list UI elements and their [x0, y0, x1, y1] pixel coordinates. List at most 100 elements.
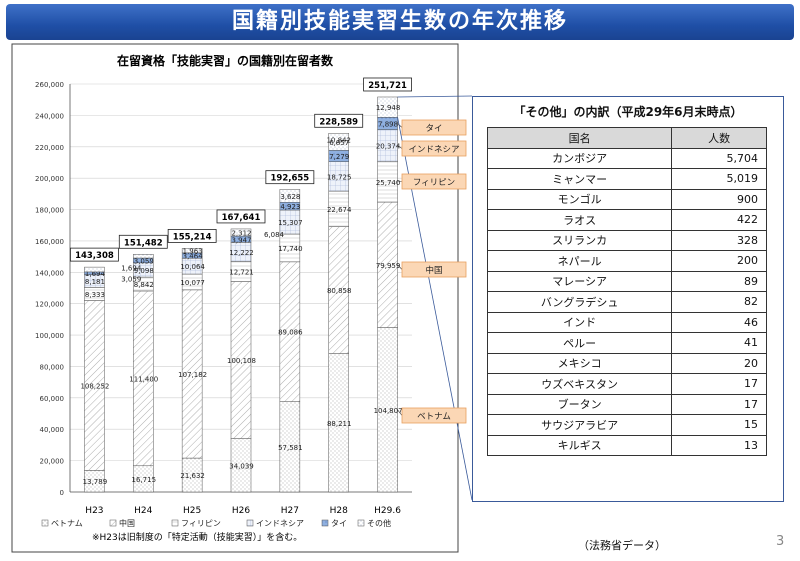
- bar-segment: [181, 248, 203, 254]
- data-label: 8,842: [134, 281, 154, 289]
- x-tick-label: H24: [134, 506, 152, 516]
- legend-swatch: [41, 519, 49, 527]
- count-cell: 17: [671, 373, 767, 395]
- total-label-box: [70, 247, 119, 262]
- y-tick-label: 100,000: [35, 332, 64, 340]
- data-label: 80,858: [327, 287, 352, 295]
- data-label: 1,694: [85, 270, 106, 278]
- y-tick-label: 0: [60, 489, 64, 497]
- y-tick-label: 260,000: [35, 81, 64, 89]
- table-row: ペルー 41: [486, 332, 767, 354]
- series-callout-box: [401, 173, 467, 190]
- page-number: 3: [776, 534, 785, 549]
- data-label: 12,948: [376, 104, 401, 112]
- country-cell: マレーシア: [486, 270, 673, 292]
- data-label: 10,077: [180, 279, 205, 287]
- count-cell: 900: [671, 188, 767, 210]
- data-label: 100,108: [227, 357, 256, 365]
- legend-label: フィリピン: [181, 519, 221, 528]
- series-callout-box: [401, 119, 467, 136]
- legend-label: タイ: [331, 519, 347, 528]
- data-label: 15,307: [278, 219, 303, 227]
- country-cell: ブータン: [486, 393, 673, 415]
- count-cell: 328: [671, 229, 767, 251]
- table-row: ミャンマー 5,019: [486, 168, 767, 190]
- legend-swatch: [171, 519, 179, 527]
- data-label: 3,628: [280, 193, 300, 201]
- data-label: 12,721: [229, 269, 254, 277]
- callout-line: [397, 409, 403, 416]
- data-label: 3,464: [183, 253, 204, 261]
- series-callout-label: 中国: [425, 265, 442, 276]
- x-tick-label: H23: [85, 506, 103, 516]
- page-title: 国籍別技能実習生数の年次推移: [231, 9, 568, 34]
- count-cell: 200: [671, 250, 767, 272]
- x-tick-label: H27: [281, 506, 299, 516]
- table-row: インド 46: [486, 311, 767, 333]
- breakdown-table: 国名 人数 カンボジア 5,704 ミャンマー 5,019 モンゴル 900 ラオス 422 ス…: [486, 127, 767, 456]
- country-cell: ラオス: [486, 209, 673, 231]
- data-label: 13,789: [83, 478, 108, 486]
- series-callout-label: ベトナム: [417, 412, 451, 422]
- legend-label: 中国: [119, 518, 135, 528]
- data-label: 16,715: [132, 476, 157, 484]
- count-cell: 13: [671, 434, 767, 456]
- count-cell: 82: [671, 291, 767, 313]
- count-cell: 5,019: [671, 168, 767, 190]
- table-row: メキシコ 20: [486, 352, 767, 374]
- country-cell: サウジアラビア: [486, 414, 673, 436]
- data-label: 25,740: [376, 179, 401, 187]
- callout-line: [397, 123, 403, 128]
- table-row: カンボジア 5,704: [486, 147, 767, 169]
- country-cell: ミャンマー: [486, 168, 673, 190]
- legend-label: インドネシア: [256, 519, 304, 528]
- country-cell: ペルー: [486, 332, 673, 354]
- chart-note: ※H23は旧制度の「特定活動（技能実習）」を含む。: [92, 531, 302, 543]
- data-label: 4,923: [280, 203, 300, 211]
- total-label-box: [118, 234, 168, 249]
- data-label: 88,211: [327, 420, 352, 428]
- bar-segment: [84, 266, 105, 273]
- legend-swatch: [321, 519, 329, 527]
- x-tick-label: H29.6: [374, 506, 401, 516]
- y-tick-label: 60,000: [40, 395, 65, 403]
- data-label: 10,842: [326, 136, 351, 144]
- data-label: 17,740: [278, 245, 303, 253]
- country-cell: ウズベキスタン: [486, 373, 673, 395]
- count-cell: 17: [671, 393, 767, 415]
- series-callout-box: [401, 261, 467, 278]
- data-label: 108,252: [80, 382, 109, 390]
- chart-frame: [11, 43, 459, 553]
- data-label: 3,947: [231, 236, 251, 244]
- data-label: 22,674: [327, 206, 352, 214]
- y-tick-label: 200,000: [35, 175, 64, 183]
- total-label: 167,641: [222, 213, 261, 223]
- table-row: キルギス 13: [486, 434, 767, 456]
- callout-line: [397, 145, 403, 149]
- data-label: 1,694: [121, 264, 142, 272]
- country-cell: インド: [486, 311, 673, 333]
- data-label: 107,182: [178, 371, 207, 379]
- count-cell: 422: [671, 209, 767, 231]
- data-label: 20,374: [376, 143, 401, 151]
- bar-segment: [328, 133, 349, 151]
- country-cell: バングラデシュ: [486, 291, 673, 313]
- total-label: 228,589: [319, 117, 358, 127]
- data-label: 10,064: [180, 263, 205, 271]
- data-label: 8,181: [85, 278, 105, 286]
- table-row: ラオス 422: [486, 209, 767, 231]
- y-tick-label: 160,000: [35, 238, 64, 246]
- table-row: バングラデシュ 82: [486, 291, 767, 313]
- count-cell: 15: [671, 414, 767, 436]
- table-row: スリランカ 328: [486, 229, 767, 251]
- header-country: 国名: [486, 127, 673, 149]
- data-label: 6,857: [329, 139, 349, 147]
- legend-label: ベトナム: [51, 519, 83, 528]
- data-label: 9,098: [134, 267, 154, 275]
- legend-swatch: [246, 519, 254, 527]
- series-callout-label: インドネシア: [408, 145, 459, 155]
- data-label: 18,725: [327, 173, 352, 181]
- chart-title: 在留資格「技能実習」の国籍別在留者数: [117, 53, 334, 68]
- country-cell: メキシコ: [486, 352, 673, 374]
